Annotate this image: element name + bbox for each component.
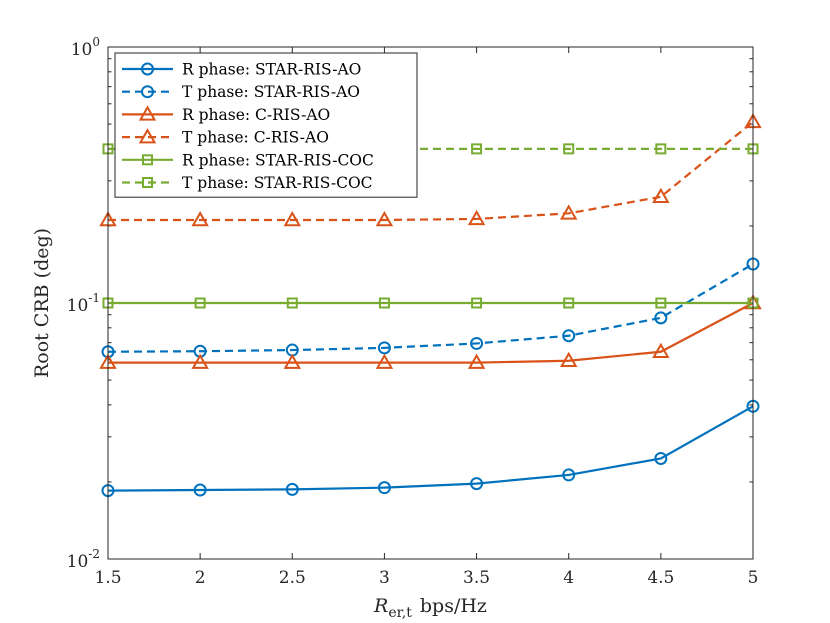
series-line [107,263,754,353]
legend-marker [138,128,157,144]
x-axis-label-unit: bps/Hz [420,595,487,617]
y-tick-base: 10 [71,40,93,60]
plot-frame [107,46,754,560]
data-point [563,143,575,155]
y-tick-label: 10-1 [67,291,100,316]
y-tick-exponent: -2 [88,547,100,561]
data-point [559,204,578,220]
legend-marker [141,85,154,99]
data-point [471,143,483,155]
data-point [470,336,484,350]
legend-label: T phase: STAR-RIS-AO [182,83,360,101]
data-point [286,297,298,309]
series-line [108,302,754,364]
data-point [559,351,578,367]
legend-entry: T phase: C-RIS-AO [122,128,329,147]
legend-box [114,52,418,198]
legend-marker [142,154,153,166]
data-point [194,297,206,309]
legend-label: T phase: C-RIS-AO [182,129,329,147]
legend-marker [138,105,157,121]
x-tick-label: 1.5 [94,568,121,588]
data-point [562,468,576,482]
data-point [377,481,391,495]
y-tick-label: 10-2 [67,547,100,572]
series-5 [102,297,759,309]
x-axis-label-symbol: R [373,595,388,617]
legend-entry: R phase: STAR-RIS-COC [122,151,374,169]
legend-entry: T phase: STAR-RIS-COC [122,174,373,192]
data-point [283,210,302,227]
x-axis-label: Rer,t bps/Hz [373,595,487,621]
x-axis-label-subscript: er,t [388,605,412,621]
legend-entry: T phase: STAR-RIS-AO [122,83,360,101]
data-point [563,297,575,309]
legend-marker [142,177,153,188]
data-point [191,353,209,369]
data-point [467,209,486,226]
legend-entry: R phase: STAR-RIS-AO [122,61,361,79]
y-tick-label: 100 [71,35,100,60]
data-point [283,353,302,369]
series-line [107,405,754,492]
y-tick-exponent: 0 [92,35,100,49]
legend-entry: R phase: C-RIS-AO [122,105,330,124]
y-tick-base: 10 [67,296,89,316]
x-tick-label: 3.5 [463,568,490,588]
data-point [655,297,667,309]
data-point [375,353,394,369]
legend: R phase: STAR-RIS-AO T phase: STAR-RIS-AO… [114,52,418,198]
x-tick-label: 5 [748,568,759,588]
data-point [655,143,667,155]
x-tick-label: 2.5 [279,568,306,588]
data-point [652,342,670,359]
data-point [654,311,668,325]
y-axis-label: Root CRB (deg) [31,228,53,378]
data-point [378,297,390,309]
data-point [375,210,394,227]
legend-label: R phase: C-RIS-AO [182,106,330,124]
x-tick-label: 3 [379,568,390,588]
data-point [562,329,576,343]
legend-label: R phase: STAR-RIS-COC [182,151,374,169]
data-point [652,187,670,204]
data-point [191,210,209,227]
legend-marker [141,62,154,76]
data-point [470,477,484,491]
y-tick-base: 10 [67,552,89,572]
x-tick-label: 2 [195,568,206,588]
x-tick-label: 4 [563,568,574,588]
data-point [193,483,207,497]
legend-label: R phase: STAR-RIS-AO [182,61,361,79]
data-point [471,297,483,309]
data-point [285,482,299,496]
data-point [467,353,486,369]
x-tick-label: 4.5 [647,568,674,588]
y-tick-exponent: -1 [88,291,100,305]
data-point [377,341,391,355]
series-line [108,121,754,222]
series-layer [99,112,762,498]
legend-label: T phase: STAR-RIS-COC [182,174,373,192]
data-point [654,451,668,465]
